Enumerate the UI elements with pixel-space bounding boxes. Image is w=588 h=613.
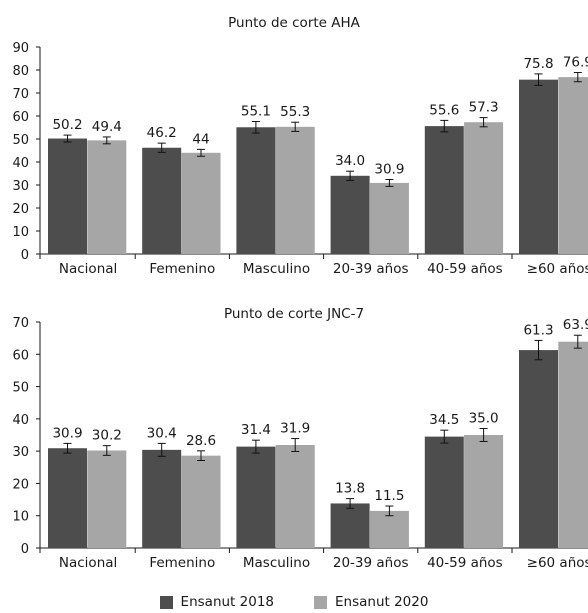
chart1-data-label: 49.4 (92, 119, 122, 135)
legend-swatch-2018 (159, 595, 173, 609)
legend-label-2020: Ensanut 2020 (335, 594, 429, 610)
chart2-bar-2018 (330, 503, 370, 548)
chart1-data-label: 46.2 (147, 125, 177, 141)
chart2-bar-2020 (87, 450, 127, 548)
chart2-category-label: ≥60 años (527, 555, 588, 571)
chart2-y-tick-label: 0 (21, 542, 29, 557)
chart1-bar-2020 (275, 126, 315, 254)
chart2-data-label: 13.8 (335, 481, 365, 497)
chart1-y-tick-label: 80 (12, 64, 29, 79)
chart2-data-label: 31.4 (241, 422, 271, 438)
chart2-bar-2018 (236, 446, 276, 548)
chart2-data-label: 11.5 (374, 488, 404, 504)
chart2-data-label: 63.9 (563, 317, 588, 333)
chart2-bar-2020 (275, 445, 315, 548)
chart1-bar-2020 (464, 122, 504, 255)
chart2-y-tick-label: 10 (12, 510, 29, 525)
chart2-title: Punto de corte JNC-7 (224, 306, 364, 322)
chart1-category-label: Masculino (243, 261, 310, 277)
chart1-data-label: 75.8 (523, 56, 553, 72)
chart1-bar-2020 (369, 182, 409, 254)
chart1-bar-2018 (519, 79, 558, 254)
chart1-y-tick-label: 30 (12, 179, 29, 194)
chart2-bar-2020 (369, 510, 409, 548)
chart2-category-label: 20-39 años (333, 555, 409, 571)
legend-item-2020: Ensanut 2020 (314, 594, 428, 610)
chart1-category-label: Nacional (59, 261, 117, 277)
chart1-data-label: 55.1 (241, 104, 271, 120)
chart2-y-tick-label: 50 (12, 381, 29, 396)
chart1-bar-2020 (181, 152, 221, 254)
chart1-y-tick-label: 50 (12, 133, 29, 148)
chart2-category-label: 40-59 años (427, 555, 503, 571)
chart2-category-label: Masculino (243, 555, 310, 571)
chart2-data-label: 30.4 (147, 425, 177, 441)
chart1-y-tick-label: 90 (12, 41, 29, 56)
chart2-data-label: 31.9 (280, 421, 310, 437)
chart2-bar-2018 (424, 436, 464, 548)
chart2-y-tick-label: 20 (12, 477, 29, 492)
chart2-data-label: 34.5 (429, 412, 459, 428)
chart1-data-label: 76.9 (563, 55, 588, 71)
chart1-data-label: 34.0 (335, 153, 365, 169)
chart1-data-label: 44 (192, 131, 209, 147)
chart1-y-tick-label: 20 (12, 202, 29, 217)
legend-swatch-2020 (314, 595, 327, 609)
chart2-bar-2020 (464, 435, 504, 548)
chart2-y-tick-label: 60 (12, 348, 29, 363)
chart1-bar-2020 (558, 77, 588, 254)
chart1-bar-2018 (424, 126, 464, 254)
chart2-bar-2020 (181, 455, 221, 548)
chart2-bar-2020 (558, 341, 588, 548)
chart1-category-label: 20-39 años (333, 261, 409, 277)
chart1-title: Punto de corte AHA (228, 15, 361, 31)
chart1-y-tick-label: 70 (12, 87, 29, 102)
chart2-data-label: 30.9 (52, 425, 82, 441)
chart2-y-tick-label: 70 (12, 316, 29, 331)
chart1-category-label: Femenino (149, 261, 215, 277)
chart2-data-label: 61.3 (523, 322, 553, 338)
chart2-data-label: 35.0 (469, 411, 499, 427)
chart2-y-tick-label: 40 (12, 413, 29, 428)
chart2-data-label: 28.6 (186, 433, 216, 449)
chart2-bar-2018 (519, 350, 558, 548)
chart1-bar-2018 (330, 175, 370, 254)
chart1-bar-2018 (142, 147, 182, 254)
chart1-bar-2018 (236, 127, 276, 254)
chart1-y-tick-label: 0 (21, 248, 29, 263)
chart1-data-label: 30.9 (374, 161, 404, 177)
chart2-bar-2018 (142, 449, 182, 548)
chart2-data-label: 30.2 (92, 428, 122, 444)
legend-label-2018: Ensanut 2018 (180, 594, 274, 610)
chart1-category-label: ≥60 años (527, 261, 588, 277)
legend: Ensanut 2018 Ensanut 2020 (0, 592, 588, 612)
chart1-data-label: 55.6 (429, 102, 459, 118)
legend-item-2018: Ensanut 2018 (159, 594, 274, 610)
chart1-category-label: 40-59 años (427, 261, 503, 277)
chart1-data-label: 57.3 (469, 100, 499, 116)
chart2-y-tick-label: 30 (12, 445, 29, 460)
chart2-category-label: Nacional (59, 555, 117, 571)
chart1-y-tick-label: 40 (12, 156, 29, 171)
chart1-y-tick-label: 60 (12, 110, 29, 125)
chart1-bar-2018 (48, 138, 87, 254)
chart1-data-label: 50.2 (52, 117, 82, 133)
chart1-bar-2020 (87, 140, 127, 254)
chart1-y-tick-label: 10 (12, 225, 29, 240)
chart2-category-label: Femenino (149, 555, 215, 571)
chart2-bar-2018 (48, 448, 87, 548)
chart1-data-label: 55.3 (280, 104, 310, 120)
